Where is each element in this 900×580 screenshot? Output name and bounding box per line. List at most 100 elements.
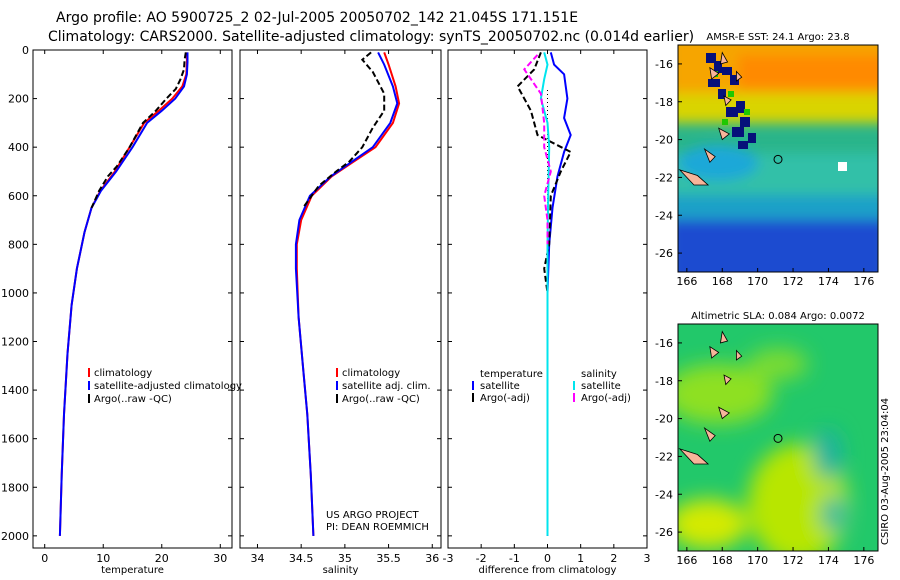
profile-location-marker [773,154,783,164]
x-axis-label: salinity [323,565,359,576]
legend-label: temperature [480,369,543,380]
x-tick-label: 170 [747,275,768,288]
y-tick-label: 1000 [1,287,29,300]
x-tick-label: 166 [676,275,697,288]
y-tick-label: -18 [655,375,673,388]
masked-cell [714,61,722,73]
mid-patch [748,348,808,380]
map-field [678,324,878,551]
land-mass [736,349,743,361]
land-mass [718,406,731,420]
y-tick-label: -16 [655,58,673,71]
land-mass [723,95,732,107]
masked-cell [740,117,750,127]
missing-cell [838,162,847,171]
land-mass [719,330,729,344]
x-tick-label: 174 [818,554,839,567]
x-tick-label: 168 [712,554,733,567]
x-tick-label: 172 [783,554,804,567]
low-patch [814,428,842,480]
map-smooth-layer [678,45,878,272]
map-frame [677,323,879,552]
y-tick-label: 400 [8,141,29,154]
series-line-argo-raw-qc- [302,51,386,209]
y-tick-label: -16 [655,337,673,350]
x-tick-label: 34.5 [289,552,314,565]
x-tick-label: 174 [818,275,839,288]
x-tick-label: 172 [783,275,804,288]
y-tick-label: 1600 [1,433,29,446]
map-panel-1: AMSR-E SST: 24.1 Argo: 23.8 166 168 170 172 1… [655,32,879,288]
x-tick-label: 0 [41,552,48,565]
x-tick-label: 166 [676,554,697,567]
map-field [678,45,878,272]
x-axis-label: temperature [101,565,164,576]
series-line-climatology [295,52,401,536]
mid-band [678,93,878,123]
y-tick-label: 800 [8,238,29,251]
masked-cell [718,89,726,99]
x-tick-label: 34 [250,552,264,565]
y-tick-label: 1200 [1,336,29,349]
masked-cell [726,107,738,117]
land-mass [736,70,743,82]
y-tick-label: -22 [655,450,673,463]
profile-panel-1: 0 10 20 30 temperature 0 200 400 600 800 1000 1200 1… [1,44,242,576]
legend-label: Argo(-adj) [581,393,631,404]
y-tick-label: -24 [655,209,673,222]
land-mass [678,447,710,465]
x-tick-label: 10 [96,552,110,565]
y-tick-label: 200 [8,93,29,106]
high-patch [678,364,773,424]
x-tick-label: 168 [712,275,733,288]
panel-frame [239,49,442,549]
series-line-salinity-satellite [539,52,551,536]
x-tick-label: 176 [853,554,874,567]
x-tick-label: 1 [577,552,584,565]
masked-cell [748,133,756,143]
land-mass [703,426,716,443]
profile-panel-3: -3 -2 -1 0 1 2 3 difference from climatology tem… [443,49,651,576]
land-mass [718,127,731,141]
x-tick-label: -3 [443,552,454,565]
land-mass [678,168,710,186]
x-tick-label: 30 [213,552,227,565]
land-mass [703,147,716,164]
masked-cell [744,109,750,115]
x-tick-label: 36 [425,552,439,565]
masked-cell [728,91,734,97]
y-tick-label: -26 [655,526,673,539]
x-tick-label: 0 [544,552,551,565]
project-annotation: PI: DEAN ROEMMICH [326,522,429,533]
x-tick-label: 2 [610,552,617,565]
y-tick-label: -20 [655,134,673,147]
x-tick-label: 35 [338,552,352,565]
map-title: Altimetric SLA: 0.084 Argo: 0.0072 [691,311,865,322]
y-tick-label: 600 [8,190,29,203]
series-line-temperature-argo-adj- [516,52,573,306]
series-line-satellite-adj-clim- [294,51,399,536]
legend-label: Argo(-adj) [480,393,530,404]
land-mass [709,66,720,80]
coldest-band [678,220,878,272]
x-tick-label: -1 [509,552,520,565]
profile-location-marker [773,433,783,443]
y-tick-label: 1400 [1,384,29,397]
land-mass [719,51,729,65]
legend-label: salinity [581,369,617,380]
masked-cell [722,119,728,125]
map-panel-2: Altimetric SLA: 0.084 Argo: 0.0072 166 168… [655,311,879,567]
legend-label: climatology [342,368,400,379]
land-mass [723,374,732,386]
legend-label: satellite [480,381,520,392]
series-line-salinity-argo-adj- [523,54,552,245]
masked-cell [730,75,739,85]
legend-label: satellite adj. clim. [342,381,431,392]
legend-label: satellite-adjusted climatology [94,381,242,392]
series-line-temperature-satellite [546,52,572,536]
legend-label: Argo(..raw -QC) [94,394,172,405]
masked-cell [706,53,716,63]
x-tick-label: 3 [644,552,651,565]
project-annotation: US ARGO PROJECT [326,510,420,521]
